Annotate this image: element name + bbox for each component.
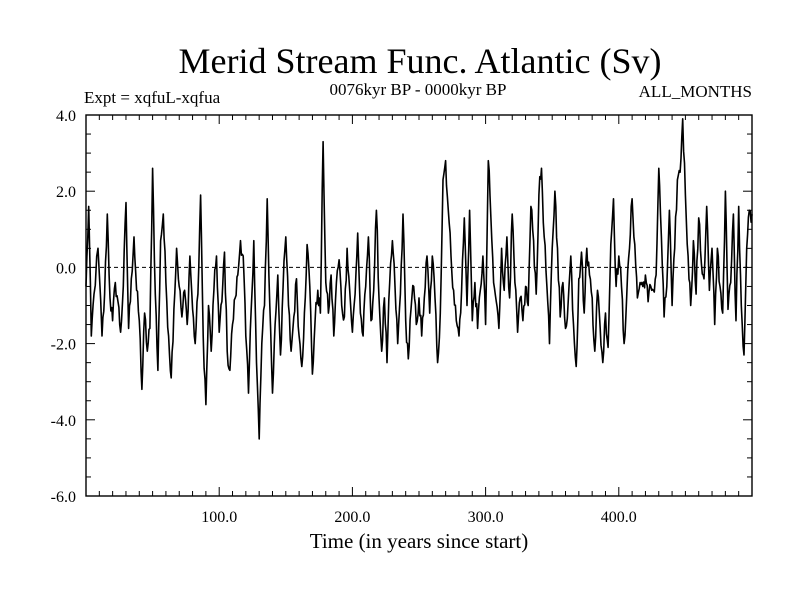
x-axis-label: Time (in years since start) — [310, 529, 529, 553]
y-tick-label: 2.0 — [56, 184, 76, 201]
series-line — [85, 118, 753, 440]
x-tick-label: 100.0 — [201, 509, 237, 526]
months-label: ALL_MONTHS — [639, 82, 752, 101]
chart-title: Merid Stream Func. Atlantic (Sv) — [179, 41, 662, 81]
y-tick-label: -4.0 — [51, 413, 76, 430]
y-tick-label: -6.0 — [51, 489, 76, 506]
x-tick-label: 400.0 — [601, 509, 637, 526]
time-range-label: 0076kyr BP - 0000kyr BP — [330, 80, 507, 99]
y-tick-label: 0.0 — [56, 260, 76, 277]
x-tick-label: 200.0 — [334, 509, 370, 526]
experiment-label: Expt = xqfuL-xqfua — [84, 88, 221, 107]
y-tick-labels: 4.0 2.0 0.0 -2.0 -4.0 -6.0 — [51, 108, 76, 506]
x-tick-labels: 100.0 200.0 300.0 400.0 — [201, 509, 637, 526]
y-tick-label: -2.0 — [51, 337, 76, 354]
plot-frame — [85, 114, 753, 497]
y-tick-label: 4.0 — [56, 108, 76, 125]
x-tick-label: 300.0 — [468, 509, 504, 526]
